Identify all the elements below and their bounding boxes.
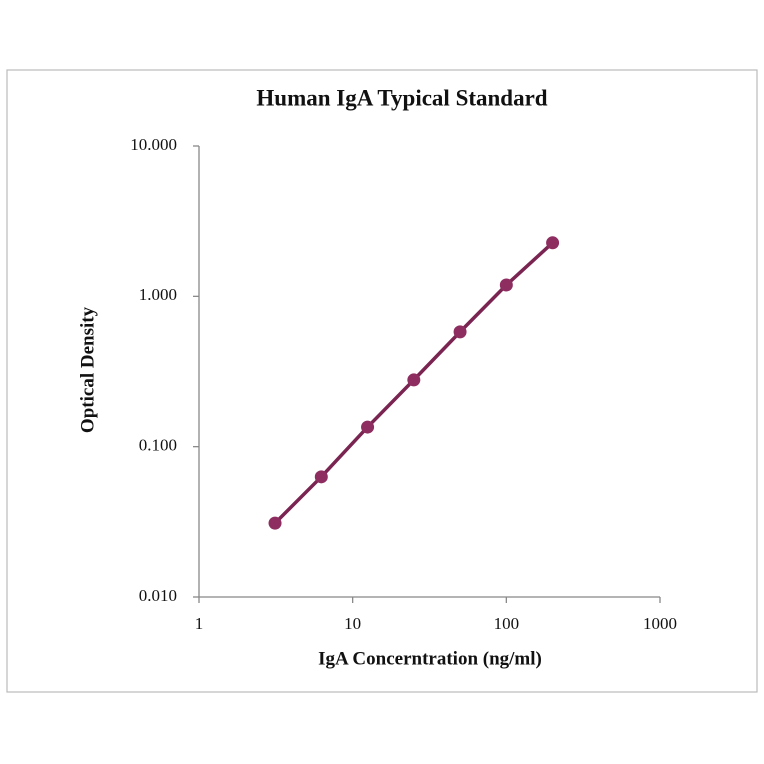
x-tick-label: 10 <box>344 614 361 633</box>
y-tick-label: 1.000 <box>139 285 177 304</box>
data-point <box>546 236 560 250</box>
data-point <box>499 278 513 292</box>
data-point <box>361 420 375 434</box>
data-point <box>453 325 467 339</box>
y-tick-label: 0.100 <box>139 436 177 455</box>
x-tick-label: 100 <box>494 614 520 633</box>
y-axis-label: Optical Density <box>77 306 98 433</box>
chart-title: Human IgA Typical Standard <box>256 85 547 110</box>
chart-frame <box>6 69 758 693</box>
x-axis-label: IgA Concerntration (ng/ml) <box>318 648 542 669</box>
y-tick-label: 0.010 <box>139 586 177 605</box>
data-point <box>268 516 282 530</box>
data-point <box>314 470 328 484</box>
data-point <box>407 373 421 387</box>
x-tick-label: 1 <box>195 614 204 633</box>
y-tick-label: 10.000 <box>130 135 177 154</box>
x-tick-label: 1000 <box>643 614 677 633</box>
